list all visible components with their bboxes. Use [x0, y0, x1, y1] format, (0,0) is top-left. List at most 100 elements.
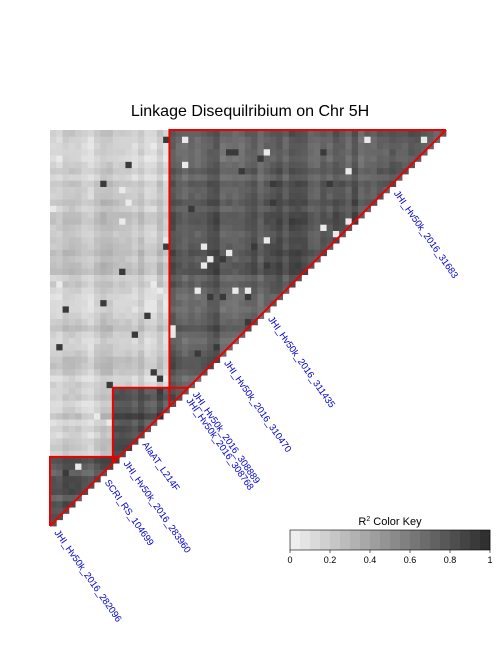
ld-cell [307, 205, 315, 213]
ld-cell [169, 148, 177, 156]
ld-cell [68, 387, 76, 395]
ld-cell [194, 324, 202, 332]
ld-cell [219, 205, 227, 213]
ld-cell [87, 375, 95, 382]
ld-cell [282, 130, 290, 137]
ld-cell [282, 243, 290, 250]
ld-cell [232, 148, 239, 156]
ld-cell [182, 337, 189, 345]
color-key-ticks: 0 0.2 0.4 0.6 0.8 1 [287, 550, 493, 565]
ld-cell [81, 356, 89, 363]
ld-cell [150, 255, 158, 263]
ld-cell [62, 488, 70, 495]
ld-cell [301, 224, 309, 231]
ld-cell [182, 192, 189, 200]
ld-cell [270, 230, 277, 238]
ld-cell [81, 312, 89, 319]
ld-cell [50, 155, 57, 162]
ld-cell [81, 287, 89, 294]
ld-cell [56, 469, 63, 477]
ld-cell [119, 337, 126, 345]
ld-cell [320, 236, 327, 244]
ld-cell [314, 224, 321, 231]
ld-cell [163, 324, 170, 332]
ld-cell [226, 318, 233, 326]
ld-cell [87, 362, 95, 370]
ld-cell [194, 268, 202, 275]
ld-cell [100, 211, 107, 219]
ld-cell [232, 155, 239, 162]
ld-cell [226, 211, 233, 219]
ld-cell [213, 255, 221, 263]
ld-cell [395, 161, 403, 169]
ld-cell [68, 419, 76, 426]
ld-cell [87, 136, 95, 143]
ld-cell [50, 205, 57, 213]
ld-cell [100, 299, 107, 307]
ld-cell [87, 142, 95, 150]
ld-cell [75, 318, 82, 326]
ld-cell [226, 331, 233, 338]
ld-cell [376, 174, 384, 181]
ld-cell [75, 224, 82, 231]
ld-cell [364, 136, 371, 143]
ld-cell [307, 218, 315, 225]
ld-cell [131, 293, 139, 301]
color-key-step [450, 530, 461, 550]
color-key-gradient [289, 529, 491, 551]
ld-cell [213, 205, 221, 213]
ld-cell [276, 243, 283, 250]
ld-cell [395, 167, 403, 175]
ld-cell [156, 280, 164, 288]
ld-cell [163, 394, 170, 401]
ld-cell [62, 350, 70, 357]
ld-cell [56, 136, 63, 143]
ld-cell [94, 136, 101, 143]
ld-cell [56, 394, 63, 401]
ld-cell [81, 148, 89, 156]
ld-cell [295, 268, 302, 275]
ld-cell [94, 148, 101, 156]
ld-cell [314, 130, 321, 137]
ld-cell [326, 148, 334, 156]
ld-cell [358, 130, 365, 137]
ld-cell [219, 218, 227, 225]
ld-cell [138, 306, 145, 313]
ld-cell [56, 243, 63, 250]
ld-cell [81, 456, 89, 464]
ld-cell [226, 130, 233, 137]
ld-cell [213, 161, 221, 169]
ld-cell [100, 224, 107, 231]
ld-cell [112, 243, 120, 250]
ld-cell [175, 312, 183, 319]
ld-cell [106, 444, 114, 451]
color-key-step [460, 530, 471, 550]
ld-cell [50, 180, 57, 187]
ld-cell [376, 186, 384, 194]
ld-cell [175, 255, 183, 263]
ld-cell [376, 180, 384, 187]
ld-cell [150, 412, 158, 420]
ld-cell [320, 161, 327, 169]
ld-cell [68, 331, 76, 338]
ld-cell [68, 324, 76, 332]
ld-cell [131, 368, 139, 376]
ld-cell [112, 362, 120, 370]
ld-cell [207, 218, 214, 225]
ld-cell [56, 306, 63, 313]
ld-cell [175, 318, 183, 326]
ld-cell [207, 155, 214, 162]
ld-cell [150, 287, 158, 294]
ld-cell [188, 375, 195, 382]
ld-cell [376, 136, 384, 143]
ld-cell [175, 180, 183, 187]
ld-cell [270, 136, 277, 143]
ld-cell [194, 136, 202, 143]
ld-cell [389, 136, 397, 143]
ld-cell [68, 243, 76, 250]
ld-cell [56, 312, 63, 319]
ld-cell [169, 243, 177, 250]
ld-cell [100, 287, 107, 294]
ld-cell [68, 381, 76, 389]
ld-cell [238, 243, 246, 250]
